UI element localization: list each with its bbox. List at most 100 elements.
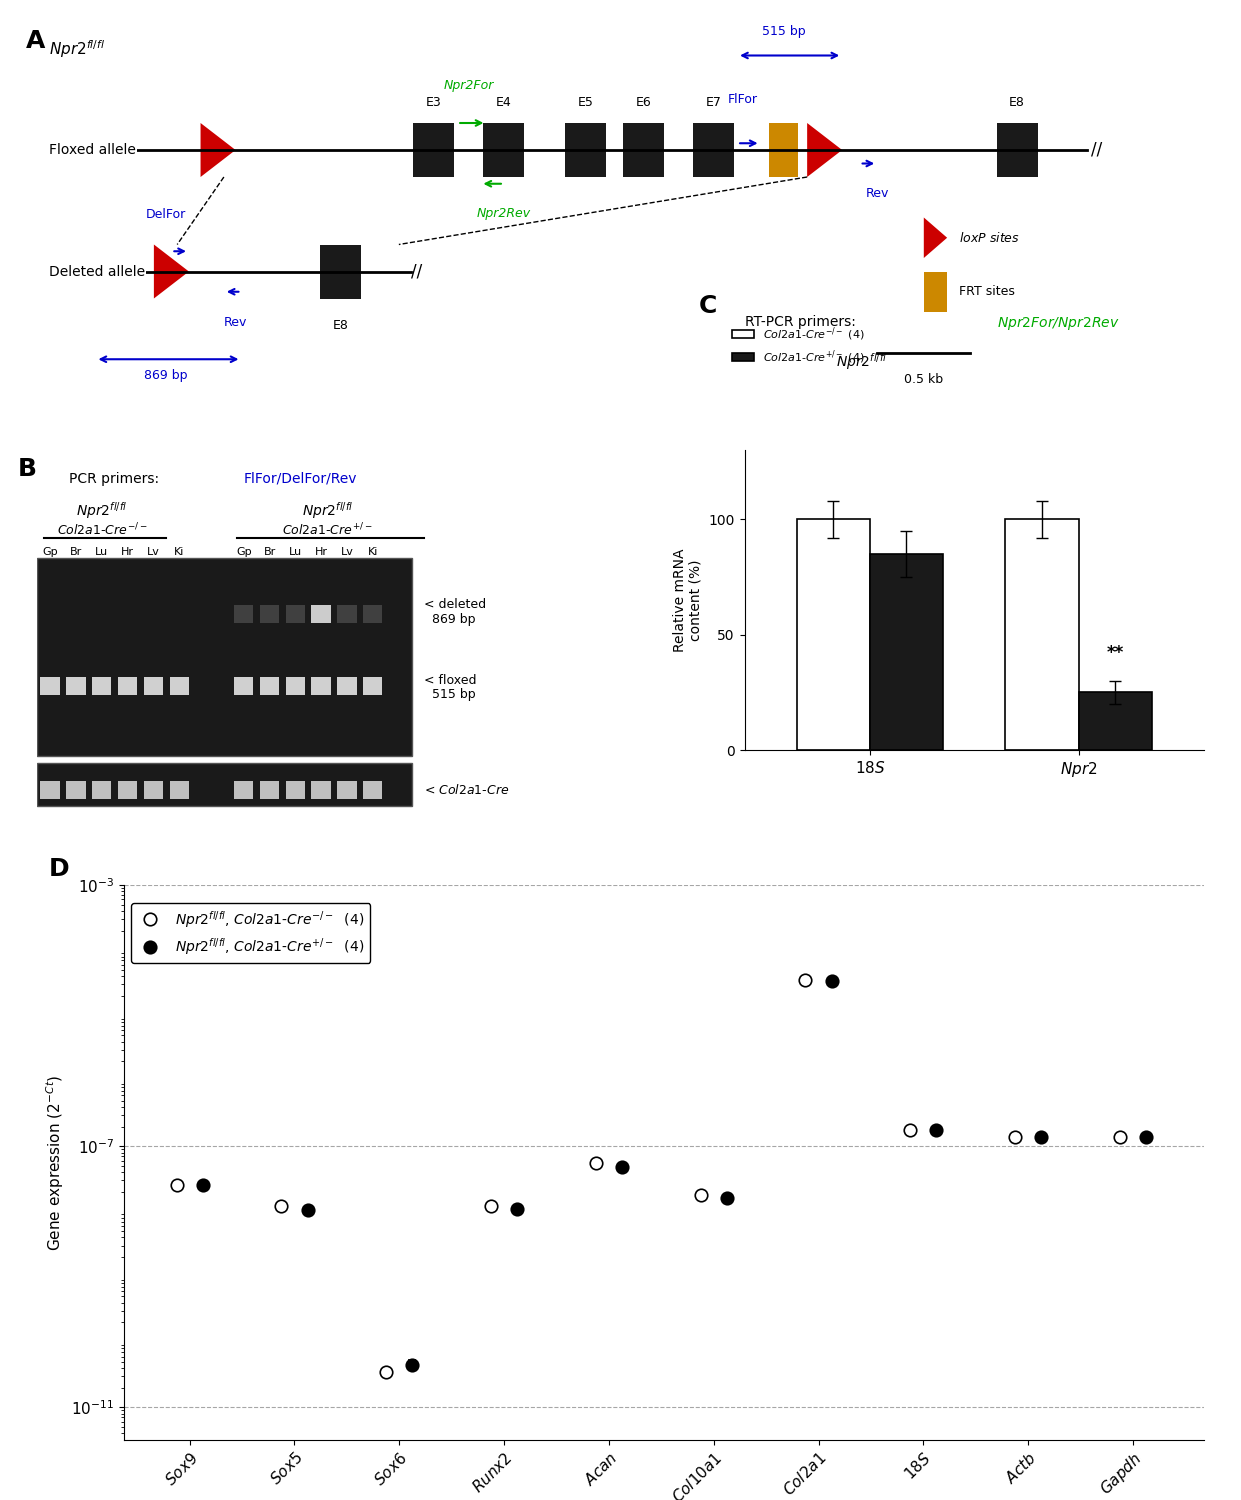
Text: Npr2Rev: Npr2Rev <box>477 207 531 220</box>
Text: FlFor/DelFor/Rev: FlFor/DelFor/Rev <box>243 471 357 486</box>
Bar <box>413 123 454 177</box>
Text: Lu: Lu <box>289 548 302 556</box>
Text: Rev: Rev <box>223 315 247 328</box>
Bar <box>259 782 279 800</box>
Y-axis label: Relative mRNA
content (%): Relative mRNA content (%) <box>673 549 702 651</box>
Text: FlFor: FlFor <box>728 93 758 105</box>
Bar <box>41 676 60 694</box>
Bar <box>285 676 305 694</box>
Text: Lu: Lu <box>96 548 108 556</box>
Text: E5: E5 <box>577 96 593 109</box>
Text: Hr: Hr <box>122 548 134 556</box>
Text: E6: E6 <box>635 96 652 109</box>
Bar <box>144 676 163 694</box>
Text: $Npr2^{fl/fl}$: $Npr2^{fl/fl}$ <box>302 501 354 522</box>
Bar <box>997 123 1037 177</box>
Text: E8: E8 <box>333 320 349 332</box>
Text: //: // <box>1091 141 1102 159</box>
Text: E8: E8 <box>1009 96 1025 109</box>
Text: //: // <box>58 262 69 280</box>
Text: E4: E4 <box>496 96 511 109</box>
Bar <box>364 782 382 800</box>
Bar <box>170 676 189 694</box>
Text: Deleted allele: Deleted allele <box>48 264 145 279</box>
Text: Lv: Lv <box>146 548 160 556</box>
Text: $Npr2^{fl/fl}$: $Npr2^{fl/fl}$ <box>76 501 128 522</box>
Bar <box>364 604 382 622</box>
Bar <box>235 676 253 694</box>
Text: Hr: Hr <box>315 548 328 556</box>
Bar <box>37 558 412 756</box>
Text: $Npr2^{fl/fl}$: $Npr2^{fl/fl}$ <box>48 38 105 60</box>
Bar <box>338 782 356 800</box>
Text: Gp: Gp <box>42 548 58 556</box>
Text: $loxP$ sites: $loxP$ sites <box>959 231 1020 244</box>
Text: DelFor: DelFor <box>145 207 186 220</box>
Text: E7: E7 <box>706 96 722 109</box>
Text: < $Col2a1$-$Cre$: < $Col2a1$-$Cre$ <box>424 783 510 796</box>
Text: $Npr2$For/$Npr2$Rev: $Npr2$For/$Npr2$Rev <box>998 315 1119 332</box>
Polygon shape <box>201 123 236 177</box>
Bar <box>259 604 279 622</box>
Bar <box>235 782 253 800</box>
Text: 515 bp: 515 bp <box>762 26 805 39</box>
Text: Gp: Gp <box>236 548 252 556</box>
Text: A: A <box>26 28 45 53</box>
Bar <box>364 676 382 694</box>
Bar <box>285 604 305 622</box>
Text: 515 bp: 515 bp <box>424 688 477 702</box>
Legend: $Col2a1$-$Cre^{-/-}$ (4), $Col2a1$-$Cre^{+/-}$ (4): $Col2a1$-$Cre^{-/-}$ (4), $Col2a1$-$Cre^… <box>727 321 869 370</box>
Text: 869 bp: 869 bp <box>144 369 187 382</box>
Bar <box>118 782 138 800</box>
Text: PCR primers:: PCR primers: <box>69 471 164 486</box>
Bar <box>923 272 947 312</box>
Bar <box>797 519 870 750</box>
Bar <box>320 244 361 298</box>
Text: 869 bp: 869 bp <box>424 612 475 626</box>
Text: Br: Br <box>69 548 82 556</box>
Bar <box>694 123 735 177</box>
Text: Br: Br <box>263 548 276 556</box>
Text: Ki: Ki <box>367 548 379 556</box>
Bar <box>118 676 138 694</box>
Polygon shape <box>154 244 189 298</box>
Bar <box>311 782 331 800</box>
Bar <box>235 604 253 622</box>
Text: B: B <box>17 458 37 482</box>
Text: < floxed: < floxed <box>424 674 477 687</box>
Text: Floxed allele: Floxed allele <box>48 142 135 158</box>
Bar <box>338 676 356 694</box>
Text: Rev: Rev <box>865 188 889 201</box>
Text: **: ** <box>1107 645 1123 663</box>
Text: D: D <box>48 858 69 882</box>
Polygon shape <box>807 123 843 177</box>
Bar <box>144 782 163 800</box>
Text: //: // <box>58 141 69 159</box>
Bar <box>66 676 86 694</box>
Bar <box>66 782 86 800</box>
Bar <box>870 554 943 750</box>
Text: E3: E3 <box>426 96 442 109</box>
Bar <box>41 782 60 800</box>
Text: Npr2For: Npr2For <box>444 80 494 93</box>
Polygon shape <box>923 217 947 258</box>
Bar <box>311 676 331 694</box>
Bar <box>769 123 798 177</box>
Bar <box>1005 519 1078 750</box>
Y-axis label: Gene expression (2$^{-Ct}$): Gene expression (2$^{-Ct}$) <box>45 1074 66 1251</box>
Bar <box>565 123 606 177</box>
Text: Ki: Ki <box>174 548 185 556</box>
Bar <box>92 676 112 694</box>
Text: $Npr2^{fl/fl}$: $Npr2^{fl/fl}$ <box>836 351 887 372</box>
Bar <box>285 782 305 800</box>
Text: $Col2a1$-$Cre^{+/-}$: $Col2a1$-$Cre^{+/-}$ <box>283 522 372 538</box>
Text: Lv: Lv <box>340 548 354 556</box>
Text: < deleted: < deleted <box>424 598 486 612</box>
Text: RT-PCR primers:: RT-PCR primers: <box>745 315 860 328</box>
Bar <box>170 782 189 800</box>
Text: $Col2a1$-$Cre^{-/-}$: $Col2a1$-$Cre^{-/-}$ <box>57 522 146 538</box>
Bar <box>37 764 412 807</box>
Legend: $Npr2^{fl/fl}$, $Col2a1$-$Cre^{-/-}$  (4), $Npr2^{fl/fl}$, $Col2a1$-$Cre^{+/-}$ : $Npr2^{fl/fl}$, $Col2a1$-$Cre^{-/-}$ (4)… <box>132 903 370 963</box>
Bar <box>623 123 664 177</box>
Bar <box>484 123 524 177</box>
